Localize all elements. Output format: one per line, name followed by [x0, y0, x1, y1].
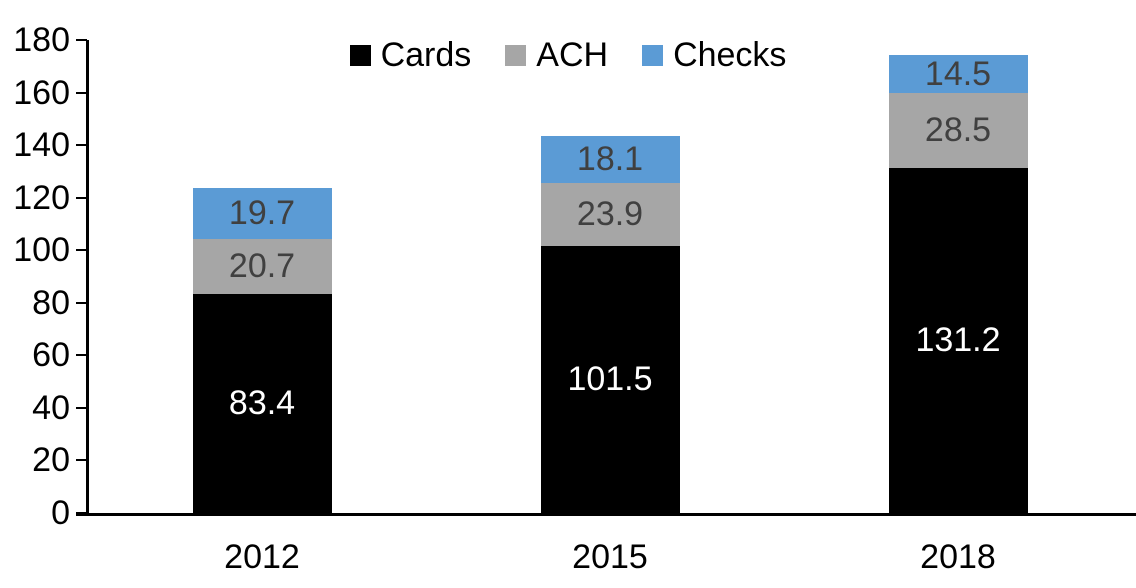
y-axis-tick-label: 100 — [13, 231, 70, 270]
legend-item-cards: Cards — [349, 36, 472, 75]
y-axis-tick-label: 20 — [32, 441, 70, 480]
bar-segment-cards: 83.4 — [192, 293, 332, 513]
legend: Cards ACH Checks — [0, 36, 1136, 75]
y-axis-line — [86, 40, 89, 516]
bar-segment-cards: 101.5 — [540, 246, 680, 513]
y-axis-tick-label: 60 — [32, 336, 70, 375]
y-axis-tick-label: 0 — [51, 494, 70, 532]
bar-segment-value-label: 19.7 — [228, 194, 296, 233]
legend-swatch-checks — [642, 45, 664, 66]
bar-segment-value-label: 101.5 — [567, 360, 653, 399]
y-axis-tick — [76, 39, 87, 41]
bar-segment-cards: 131.2 — [888, 168, 1028, 513]
y-axis-tick — [76, 144, 87, 147]
x-axis-label: 2012 — [224, 538, 300, 576]
bar-segment-value-label: 23.9 — [576, 195, 644, 234]
x-axis-label: 2015 — [572, 538, 648, 576]
bar-segment-checks: 14.5 — [888, 54, 1028, 94]
y-axis-tick-label: 160 — [13, 73, 70, 112]
y-axis-tick — [76, 512, 87, 514]
bar-segment-checks: 18.1 — [540, 135, 680, 184]
y-axis-tick — [76, 301, 87, 304]
y-axis-tick-label: 120 — [13, 178, 70, 217]
bar-segment-ach: 23.9 — [540, 183, 680, 247]
y-axis-tick-label: 140 — [13, 126, 70, 165]
bar-segment-value-label: 14.5 — [924, 54, 992, 93]
legend-label: ACH — [536, 36, 609, 74]
legend-swatch-ach — [505, 45, 527, 66]
bar-segment-value-label: 28.5 — [924, 111, 992, 150]
y-axis-tick — [76, 91, 87, 94]
bar-segment-value-label: 83.4 — [228, 383, 296, 422]
bar-segment-checks: 19.7 — [192, 187, 332, 240]
y-axis-tick-label: 80 — [32, 283, 70, 322]
y-axis-tick — [76, 406, 87, 409]
y-axis-tick-label: 40 — [32, 388, 70, 427]
y-axis-tick — [76, 354, 87, 357]
bar-segment-ach: 28.5 — [888, 93, 1028, 169]
legend-label: Cards — [380, 36, 472, 74]
legend-swatch-cards — [349, 45, 371, 66]
legend-item-checks: Checks — [642, 36, 786, 75]
bar-segment-ach: 20.7 — [192, 239, 332, 294]
x-axis-line — [76, 513, 1136, 516]
y-axis-tick — [76, 196, 87, 199]
y-axis-tick-label: 180 — [13, 21, 70, 59]
bar-segment-value-label: 20.7 — [228, 247, 296, 286]
bar-segment-value-label: 18.1 — [576, 140, 644, 179]
bar-segment-value-label: 131.2 — [915, 321, 1001, 360]
legend-label: Checks — [673, 36, 787, 74]
y-axis-tick — [76, 459, 87, 462]
legend-item-ach: ACH — [505, 36, 608, 75]
y-axis-tick — [76, 249, 87, 252]
x-axis-label: 2018 — [920, 538, 996, 576]
